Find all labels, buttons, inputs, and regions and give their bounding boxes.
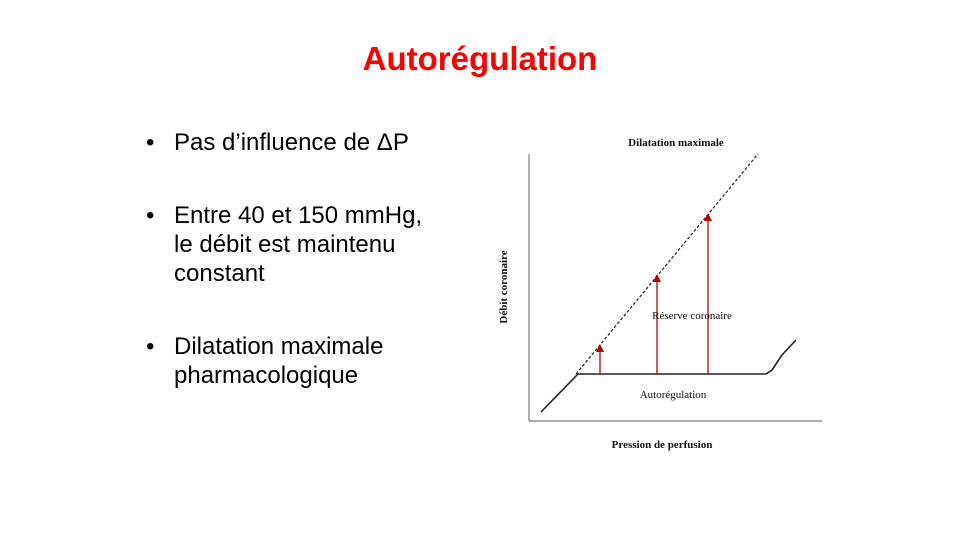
bullet-text: le débit est maintenu [174, 231, 396, 258]
autoregulation-curve [540, 339, 797, 413]
bullet-item: • Dilatation maximale pharmacologique [146, 332, 476, 390]
autoregulation-diagram: Dilatation maximale Débit coronaire Pres… [498, 137, 822, 451]
reserve-arrows [596, 213, 712, 374]
bullet-text: Entre 40 et 150 mmHg, [174, 202, 423, 229]
x-axis-label: Pression de perfusion [612, 439, 713, 451]
reserve-arrow-head [704, 213, 712, 221]
bullet-dot: • [146, 129, 155, 156]
bullet-list: • Pas d’influence de ΔP • Entre 40 et 15… [146, 128, 476, 434]
bullet-dot: • [146, 333, 155, 360]
bullet-item: • Pas d’influence de ΔP [146, 128, 476, 157]
bullet-text: constant [174, 260, 265, 287]
bullet-item: • Entre 40 et 150 mmHg, le débit est mai… [146, 201, 476, 288]
y-axis-label: Débit coronaire [498, 250, 510, 323]
reserve-arrow-head [653, 274, 661, 282]
bullet-dot: • [146, 202, 155, 229]
bullet-text: Dilatation maximale [174, 333, 384, 360]
autoregulation-label: Autorégulation [640, 389, 707, 401]
bullet-text: Pas d’influence de ΔP [174, 129, 409, 156]
slide-title: Autorégulation [362, 40, 598, 77]
top-label: Dilatation maximale [628, 137, 724, 149]
reserve-label: Réserve coronaire [652, 310, 732, 322]
reserve-arrow-head [596, 344, 604, 352]
maximal-dilation-line [575, 153, 759, 375]
bullet-text: pharmacologique [174, 362, 359, 389]
